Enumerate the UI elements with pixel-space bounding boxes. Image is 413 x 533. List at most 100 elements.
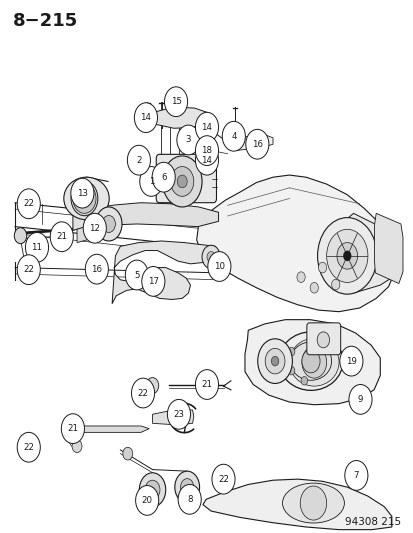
Text: 23: 23	[173, 410, 184, 419]
Text: 5: 5	[134, 271, 139, 279]
Circle shape	[73, 183, 96, 213]
Ellipse shape	[205, 148, 211, 154]
Circle shape	[167, 399, 190, 429]
Ellipse shape	[282, 483, 344, 523]
Circle shape	[174, 471, 199, 503]
Circle shape	[271, 357, 278, 366]
Circle shape	[299, 486, 326, 520]
Text: 21: 21	[67, 424, 78, 433]
Text: 22: 22	[23, 199, 34, 208]
Circle shape	[316, 332, 329, 348]
Circle shape	[142, 266, 164, 296]
Text: 16: 16	[251, 140, 262, 149]
Text: 21: 21	[56, 232, 67, 241]
Text: 3: 3	[185, 135, 191, 144]
Circle shape	[222, 122, 245, 151]
Circle shape	[300, 376, 307, 385]
Circle shape	[317, 217, 376, 294]
Circle shape	[195, 369, 218, 399]
Text: 22: 22	[23, 265, 34, 274]
Ellipse shape	[64, 177, 109, 220]
Circle shape	[287, 367, 294, 375]
Polygon shape	[112, 241, 219, 304]
Circle shape	[257, 339, 292, 383]
Circle shape	[265, 349, 284, 374]
Circle shape	[318, 262, 326, 273]
Circle shape	[178, 484, 201, 514]
Text: 22: 22	[23, 443, 34, 452]
Circle shape	[61, 414, 84, 443]
Polygon shape	[374, 213, 402, 284]
Circle shape	[287, 348, 294, 356]
Text: 8: 8	[186, 495, 192, 504]
Circle shape	[202, 245, 220, 269]
Circle shape	[131, 378, 154, 408]
Circle shape	[152, 163, 175, 192]
Circle shape	[206, 252, 215, 262]
Polygon shape	[244, 320, 380, 405]
Circle shape	[301, 350, 319, 373]
Circle shape	[162, 156, 202, 207]
Circle shape	[50, 222, 73, 252]
Polygon shape	[66, 426, 149, 432]
Polygon shape	[152, 409, 193, 425]
Circle shape	[195, 112, 218, 142]
Circle shape	[195, 136, 218, 165]
Circle shape	[339, 346, 362, 376]
Polygon shape	[202, 479, 391, 530]
Circle shape	[331, 279, 339, 290]
Polygon shape	[153, 107, 206, 128]
Circle shape	[211, 464, 235, 494]
Text: 16: 16	[91, 265, 102, 273]
Circle shape	[123, 447, 133, 460]
Circle shape	[164, 87, 187, 117]
Text: 17: 17	[147, 277, 159, 286]
Circle shape	[342, 251, 351, 261]
Text: 22: 22	[218, 475, 228, 483]
Circle shape	[170, 166, 193, 196]
Text: 1: 1	[148, 177, 154, 186]
Circle shape	[309, 282, 318, 293]
Circle shape	[301, 346, 326, 378]
Text: 15: 15	[170, 97, 181, 106]
Ellipse shape	[290, 342, 331, 380]
Circle shape	[336, 243, 357, 269]
Text: 20: 20	[141, 496, 152, 505]
Circle shape	[95, 207, 122, 241]
Circle shape	[296, 272, 304, 282]
Circle shape	[72, 440, 82, 453]
FancyBboxPatch shape	[306, 323, 340, 355]
Polygon shape	[77, 223, 104, 243]
Circle shape	[146, 377, 158, 393]
Text: 14: 14	[140, 113, 151, 122]
Ellipse shape	[71, 181, 97, 216]
Polygon shape	[73, 203, 218, 230]
Text: 2: 2	[136, 156, 141, 165]
Text: 12: 12	[89, 224, 100, 233]
Circle shape	[14, 228, 26, 244]
Text: 14: 14	[201, 156, 212, 165]
Circle shape	[150, 487, 154, 493]
Circle shape	[139, 473, 165, 507]
FancyBboxPatch shape	[156, 155, 216, 203]
Circle shape	[60, 229, 73, 245]
Text: 94308 215: 94308 215	[344, 517, 400, 527]
Circle shape	[245, 130, 268, 159]
Circle shape	[180, 479, 193, 496]
Circle shape	[177, 175, 187, 188]
Text: 13: 13	[77, 189, 88, 198]
Text: 9: 9	[357, 395, 362, 404]
Circle shape	[344, 461, 367, 490]
Ellipse shape	[289, 338, 338, 386]
Circle shape	[83, 213, 106, 243]
Text: 11: 11	[31, 243, 43, 252]
Circle shape	[125, 260, 148, 290]
Circle shape	[245, 142, 250, 149]
Circle shape	[17, 255, 40, 285]
Circle shape	[127, 146, 150, 175]
Polygon shape	[347, 213, 400, 293]
Circle shape	[176, 125, 199, 155]
Circle shape	[17, 189, 40, 219]
Ellipse shape	[278, 332, 342, 390]
Circle shape	[140, 166, 162, 196]
